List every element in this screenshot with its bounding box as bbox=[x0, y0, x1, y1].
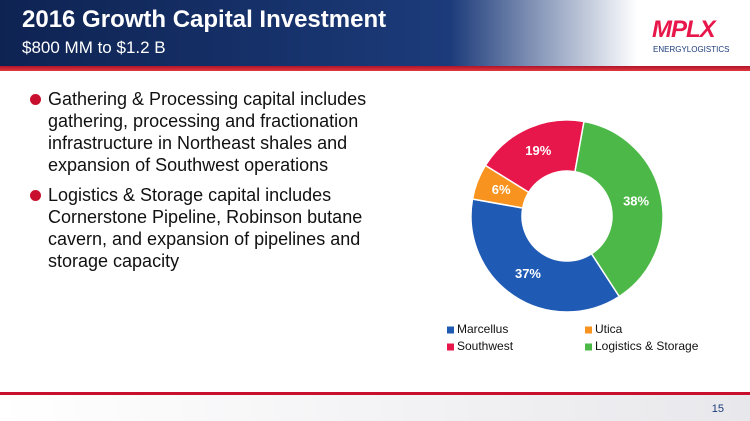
slide-title: 2016 Growth Capital Investment bbox=[22, 6, 387, 33]
page-number: 15 bbox=[711, 403, 724, 415]
header-rule bbox=[0, 66, 750, 71]
legend-label: Southwest bbox=[457, 339, 514, 353]
logo-tagline: ENERGYLOGISTICS bbox=[653, 45, 730, 54]
donut-slice bbox=[470, 198, 621, 313]
bullet-list: Gathering & Processing capital includes … bbox=[28, 88, 388, 280]
value-label: 19% bbox=[525, 143, 551, 158]
bullet: Logistics & Storage capital includes Cor… bbox=[28, 184, 388, 272]
legend-label: Marcellus bbox=[457, 322, 508, 336]
logo: MPLX bbox=[652, 16, 716, 43]
value-label: 37% bbox=[515, 266, 541, 281]
value-label: 38% bbox=[623, 194, 649, 209]
value-label: 6% bbox=[492, 182, 511, 197]
donut-slice bbox=[484, 119, 585, 194]
footer-bar bbox=[0, 395, 750, 421]
legend-swatch bbox=[447, 343, 454, 351]
legend-swatch bbox=[585, 326, 592, 334]
legend-label: Logistics & Storage bbox=[595, 339, 699, 353]
legend-label: Utica bbox=[595, 322, 623, 336]
footer-rule bbox=[0, 392, 750, 395]
chart: 37% 6% 19% 38% Marcellus Utica Southwest Logist… bbox=[447, 119, 699, 353]
legend-swatch bbox=[585, 343, 592, 351]
bullet: Gathering & Processing capital includes … bbox=[28, 88, 388, 176]
donut-slice bbox=[574, 120, 664, 298]
slide-subtitle: $800 MM to $1.2 B bbox=[22, 38, 166, 57]
header-bar bbox=[0, 0, 750, 66]
legend-swatch bbox=[447, 326, 454, 334]
